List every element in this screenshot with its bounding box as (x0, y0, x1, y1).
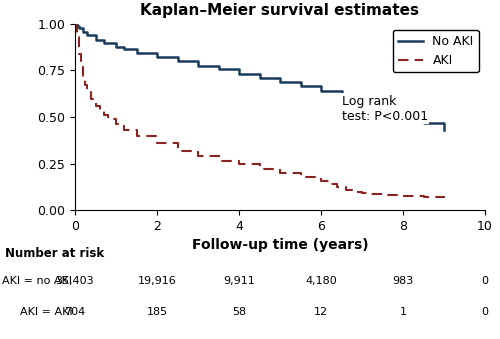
AKI (80, 74, 86, 78)
No AKI (338, 94, 344, 98)
Text: Log rank
test: P<0.001: Log rank test: P<0.001 (342, 95, 428, 123)
No AKI (174, 59, 180, 63)
AKI (78, 64, 84, 68)
Text: 185: 185 (146, 307, 168, 317)
AKI (105, 117, 111, 121)
No AKI (441, 128, 447, 132)
No AKI (84, 33, 90, 37)
Text: 12: 12 (314, 307, 328, 317)
AKI (92, 104, 98, 108)
AKI (334, 185, 340, 189)
AKI (74, 35, 80, 39)
Text: 19,916: 19,916 (138, 276, 176, 286)
AKI (76, 52, 82, 56)
AKI (367, 192, 373, 196)
No AKI (72, 22, 78, 26)
AKI (84, 90, 90, 94)
Text: 0: 0 (482, 276, 488, 286)
AKI (100, 113, 106, 117)
Text: 1: 1 (400, 307, 406, 317)
AKI (441, 196, 447, 200)
No AKI (236, 72, 242, 76)
AKI (96, 108, 102, 113)
AKI (195, 154, 201, 158)
AKI (318, 179, 324, 183)
AKI (359, 191, 365, 195)
No AKI (277, 80, 283, 84)
AKI (154, 141, 160, 145)
No AKI (76, 26, 82, 31)
AKI (113, 122, 119, 126)
No AKI (256, 76, 262, 80)
AKI (351, 190, 357, 194)
Text: 9,911: 9,911 (223, 276, 255, 286)
AKI (420, 195, 426, 199)
Text: 704: 704 (64, 307, 86, 317)
No AKI (92, 38, 98, 42)
AKI (298, 175, 304, 179)
No AKI (100, 41, 106, 45)
Legend: No AKI, AKI: No AKI, AKI (392, 30, 479, 72)
No AKI (74, 23, 80, 27)
AKI (72, 22, 78, 26)
AKI (82, 83, 88, 87)
AKI (326, 182, 332, 186)
Line: No AKI: No AKI (75, 24, 444, 130)
No AKI (380, 105, 386, 109)
No AKI (420, 120, 426, 124)
Text: 35,403: 35,403 (56, 276, 94, 286)
AKI (134, 134, 140, 138)
No AKI (400, 111, 406, 115)
Text: AKI = AKI: AKI = AKI (20, 307, 72, 317)
AKI (380, 193, 386, 197)
AKI (256, 167, 262, 171)
Title: Kaplan–Meier survival estimates: Kaplan–Meier survival estimates (140, 3, 419, 18)
AKI (121, 128, 127, 132)
Text: 58: 58 (232, 307, 246, 317)
AKI (342, 188, 348, 192)
Text: 0: 0 (482, 307, 488, 317)
Text: 983: 983 (392, 276, 413, 286)
No AKI (318, 89, 324, 93)
Text: Number at risk: Number at risk (5, 247, 104, 260)
No AKI (121, 47, 127, 52)
No AKI (298, 84, 304, 88)
No AKI (154, 55, 160, 59)
AKI (216, 159, 222, 163)
AKI (88, 97, 94, 101)
No AKI (113, 45, 119, 49)
AKI (277, 171, 283, 175)
AKI (236, 162, 242, 166)
No AKI (134, 51, 140, 55)
AKI (400, 194, 406, 198)
No AKI (216, 67, 222, 72)
Line: AKI: AKI (75, 24, 444, 198)
No AKI (80, 30, 86, 34)
No AKI (195, 64, 201, 68)
X-axis label: Follow-up time (years): Follow-up time (years) (192, 238, 368, 253)
No AKI (359, 99, 365, 103)
Text: AKI = no AKI: AKI = no AKI (2, 276, 72, 286)
Text: 4,180: 4,180 (305, 276, 337, 286)
AKI (174, 148, 180, 153)
